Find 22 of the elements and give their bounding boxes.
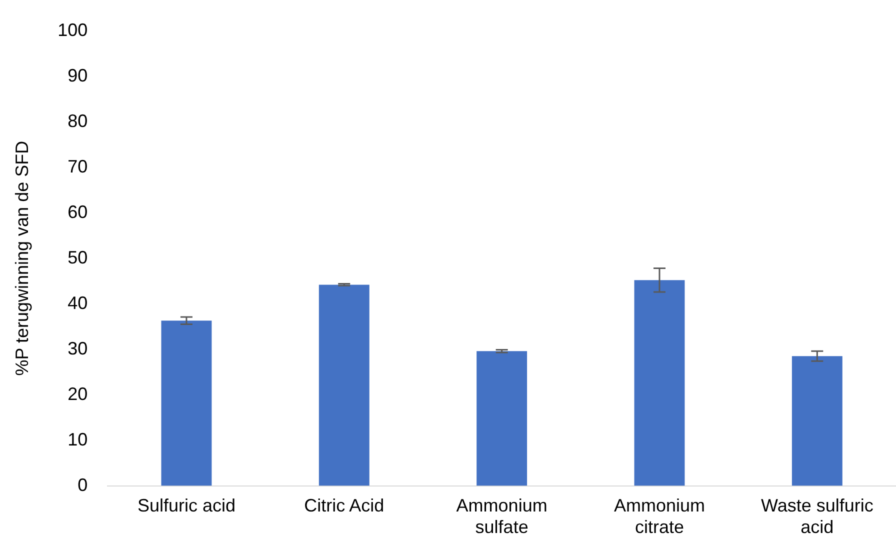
- bar: [318, 284, 370, 486]
- y-tick-label: 20: [68, 384, 88, 404]
- y-tick-label: 0: [78, 474, 88, 495]
- x-tick-label: Waste sulfuric acid: [760, 496, 874, 538]
- y-tick-label: 50: [68, 247, 88, 268]
- x-tick-label: Sulfuric acid: [137, 496, 236, 516]
- y-tick-label: 60: [68, 202, 88, 222]
- y-tick-label: 70: [68, 156, 88, 176]
- x-tick-label: Citric Acid: [304, 496, 384, 516]
- y-tick-label: 10: [68, 429, 88, 450]
- bar: [792, 356, 842, 486]
- bar: [476, 351, 528, 486]
- x-tick-label: Ammonium sulfate: [456, 496, 548, 538]
- y-tick-label: 90: [68, 65, 88, 86]
- y-axis-title: %P terugwinning van de SFD: [12, 140, 32, 376]
- y-tick-label: 100: [58, 20, 88, 40]
- bar: [161, 320, 212, 486]
- y-tick-label: 30: [68, 338, 88, 358]
- y-tick-label: 40: [68, 292, 88, 313]
- x-tick-label: Ammonium citrate: [614, 496, 706, 538]
- bar: [634, 280, 685, 486]
- y-tick-label: 80: [68, 110, 88, 131]
